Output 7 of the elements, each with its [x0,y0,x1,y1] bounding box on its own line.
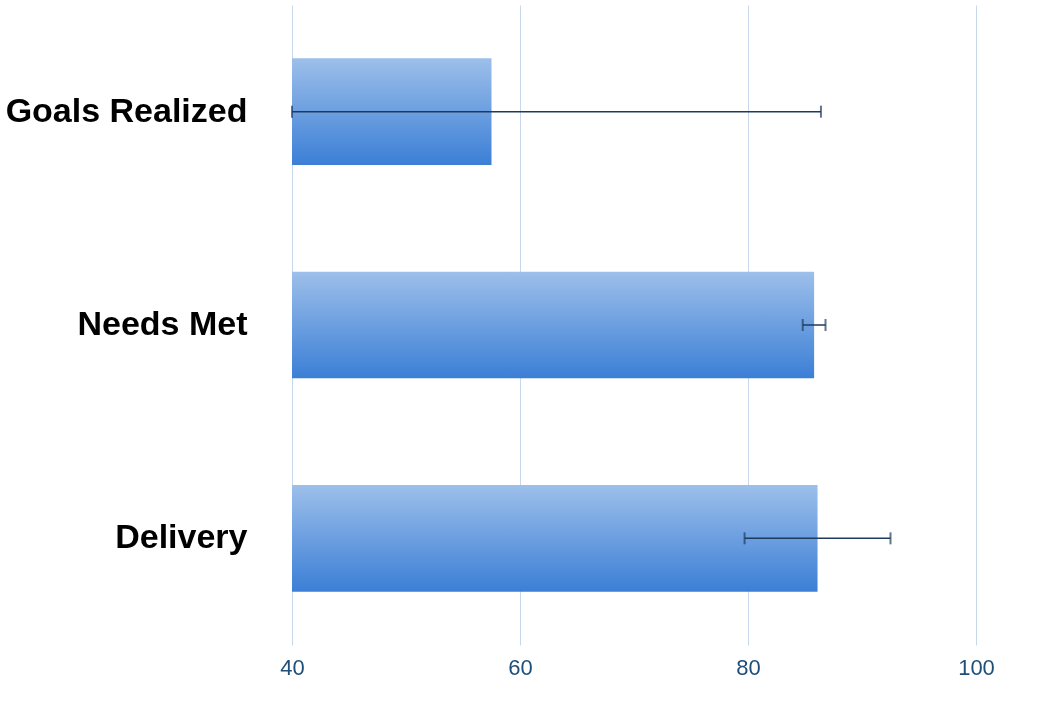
x-tick-label: 40 [280,654,305,680]
y-tick-label: Goals Realized [5,90,248,129]
y-tick-label: Needs Met [77,304,248,342]
x-tick-label: 60 [508,654,533,680]
y-tick-label: Delivery [115,517,248,556]
x-tick-label: 100 [958,654,995,680]
x-tick-label: 80 [736,654,761,680]
